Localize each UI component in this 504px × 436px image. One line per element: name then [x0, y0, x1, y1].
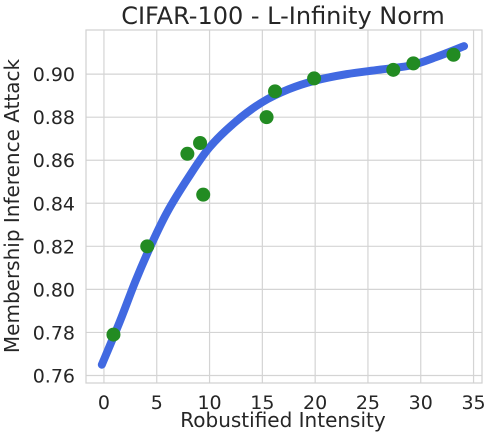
data-point — [259, 110, 274, 125]
plot-frame — [85, 29, 483, 384]
y-tick-label: 0.90 — [33, 64, 75, 86]
x-tick-label: 0 — [98, 392, 110, 414]
x-tick-label: 5 — [151, 392, 163, 414]
data-point — [196, 187, 211, 202]
y-tick-label: 0.78 — [33, 322, 75, 344]
x-axis: 0 5 10 15 20 25 30 35 — [98, 392, 486, 414]
data-point — [193, 136, 208, 151]
y-tick-label: 0.84 — [33, 193, 75, 215]
y-tick-label: 0.82 — [33, 236, 75, 258]
y-tick-label: 0.88 — [33, 107, 75, 129]
x-tick-label: 10 — [197, 392, 221, 414]
data-point — [140, 239, 155, 254]
data-point — [268, 84, 283, 99]
x-tick-label: 25 — [356, 392, 380, 414]
y-axis: 0.76 0.78 0.80 0.82 0.84 0.86 0.88 0.90 — [33, 64, 75, 387]
x-tick-label: 35 — [461, 392, 485, 414]
y-tick-label: 0.76 — [33, 365, 75, 387]
x-tick-label: 20 — [303, 392, 327, 414]
chart-title: CIFAR-100 - L-Infinity Norm — [121, 2, 445, 30]
data-point — [106, 327, 121, 342]
y-tick-label: 0.86 — [33, 150, 75, 172]
data-point — [446, 47, 461, 62]
y-axis-label: Membership Inference Attack — [0, 59, 24, 354]
y-tick-label: 0.80 — [33, 279, 75, 301]
x-tick-label: 15 — [250, 392, 274, 414]
x-tick-label: 30 — [409, 392, 433, 414]
x-axis-label: Robustified Intensity — [180, 408, 386, 432]
data-point — [180, 146, 195, 161]
series-layer — [97, 42, 469, 369]
data-point — [406, 56, 421, 71]
data-point — [307, 71, 322, 86]
data-point — [386, 62, 401, 77]
